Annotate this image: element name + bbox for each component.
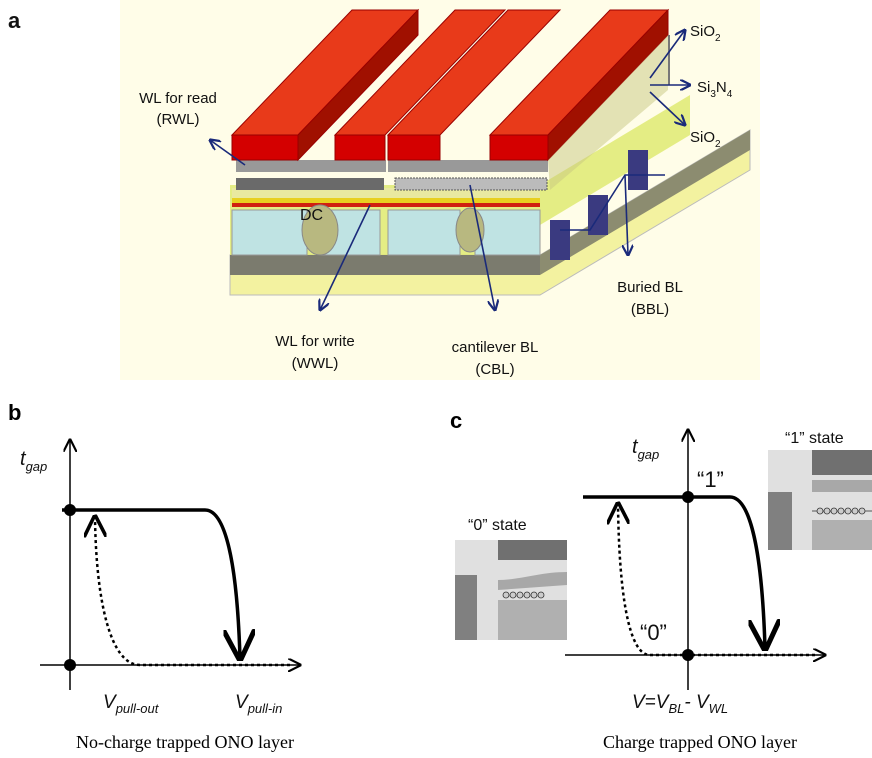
label-text: N: [716, 79, 727, 96]
cbl-label: (CBL): [475, 361, 514, 378]
panel-c: c “0” state “1” state tgap “1” “0” V=VBL…: [450, 408, 872, 752]
label-sub: pull-out: [115, 701, 160, 716]
state-dot: [64, 659, 76, 671]
state-dot: [682, 649, 694, 661]
x-label: Vpull-in: [235, 692, 282, 716]
point-label: “1”: [697, 467, 724, 492]
pull-in-curve: [62, 510, 240, 658]
state-dot: [682, 491, 694, 503]
label-text: Si: [697, 79, 710, 96]
cbl-label: cantilever BL: [452, 339, 539, 356]
label-sub: pull-in: [247, 701, 283, 716]
label-text: - V: [684, 692, 711, 713]
x-label: Vpull-out: [103, 692, 160, 716]
wwl-label: WL for write: [275, 333, 354, 350]
panel-label: c: [450, 408, 462, 433]
rwl-label: WL for read: [139, 90, 217, 107]
panel-b: b tgap Vpull-out Vpull-in No-charge trap…: [8, 400, 300, 752]
state-dot: [64, 504, 76, 516]
label-sub: 4: [727, 89, 733, 100]
label-sub: 2: [715, 139, 721, 150]
caption: No-charge trapped ONO layer: [76, 732, 294, 752]
panel-label: a: [8, 8, 21, 33]
label-sub: WL: [709, 701, 729, 716]
pull-in-curve: [583, 497, 765, 648]
panel-label: b: [8, 400, 21, 425]
bbl-label: (BBL): [631, 301, 669, 318]
label-text: SiO: [690, 129, 715, 146]
rwl-label: (RWL): [156, 111, 199, 128]
figure: a SiO2 Si3N4 SiO2 WL for read (RWL) DC W…: [0, 0, 872, 758]
device-3d: [120, 0, 760, 380]
x-axis-label: V=VBL- VWL: [632, 692, 728, 716]
wwl-label: (WWL): [292, 355, 339, 372]
state-label: “0” state: [468, 517, 527, 534]
caption: Charge trapped ONO layer: [603, 732, 797, 752]
pull-out-curve: [95, 517, 290, 665]
y-axis-label: tgap: [20, 448, 47, 474]
inset-0-state: [455, 540, 567, 640]
label-sub: gap: [26, 459, 48, 474]
bbl-label: Buried BL: [617, 279, 683, 296]
label-sub: BL: [668, 701, 684, 716]
dc-label: DC: [300, 207, 323, 224]
label-sub: gap: [638, 447, 660, 462]
point-label: “0”: [640, 620, 667, 645]
inset-1-state: [768, 450, 872, 550]
state-label: “1” state: [785, 430, 844, 447]
y-axis-label: tgap: [632, 436, 659, 462]
label-sub: 2: [715, 33, 721, 44]
label-text: V=V: [632, 692, 671, 713]
label-text: SiO: [690, 23, 715, 40]
